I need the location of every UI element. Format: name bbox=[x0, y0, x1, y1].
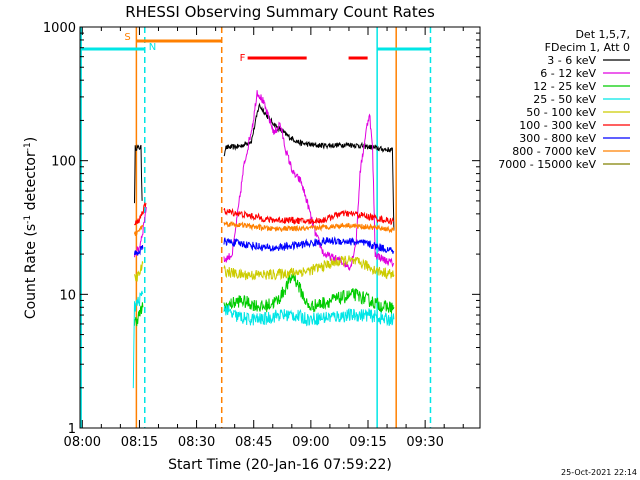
legend-header-detectors: Det 1,5,7, bbox=[575, 28, 630, 41]
y-axis-label-mid: detector bbox=[23, 151, 39, 215]
generation-timestamp: 25-Oct-2021 22:14 bbox=[561, 468, 637, 477]
y-axis-label-sup1: -1 bbox=[23, 215, 33, 224]
x-tick-label-0: 08:00 bbox=[64, 435, 101, 450]
series-line-3-6keV-seg1 bbox=[223, 102, 395, 231]
series-line-50-100keV-seg0 bbox=[134, 261, 144, 282]
series-line-100-300keV-seg0 bbox=[134, 201, 147, 226]
series-line-50-100keV-seg1 bbox=[223, 255, 395, 281]
series-line-800-7000keV-seg1 bbox=[223, 221, 395, 234]
y-axis-label: Count Rate (s-1 detector-1) bbox=[23, 137, 39, 319]
flare-label-0: F bbox=[240, 53, 246, 64]
plot-frame bbox=[79, 26, 481, 429]
y-tick-label-0: 1 bbox=[68, 422, 76, 437]
legend-entry-label-0: 3 - 6 keV bbox=[547, 54, 596, 67]
y-axis-label-end: ) bbox=[23, 137, 39, 142]
x-tick-label-2: 08:30 bbox=[178, 435, 215, 450]
x-axis-label: Start Time (20-Jan-16 07:59:22) bbox=[168, 457, 392, 473]
y-tick-label-3: 1000 bbox=[43, 21, 76, 36]
axes: 1 10 100 1000 08:00 08:15 08:30 08:45 09:00 09:15… bbox=[43, 21, 481, 450]
series-line-6-12keV-seg1 bbox=[223, 90, 394, 271]
chart-title: RHESSI Observing Summary Count Rates bbox=[125, 3, 435, 21]
plot-area: N S F bbox=[80, 27, 432, 428]
legend-header-decimation: FDecim 1, Att 0 bbox=[545, 41, 630, 54]
legend-entry-label-7: 800 - 7000 keV bbox=[512, 145, 596, 158]
series-line-100-300keV-seg1 bbox=[223, 207, 395, 226]
y-axis-label-main: Count Rate (s bbox=[23, 224, 39, 319]
y-axis-label-sup2: -1 bbox=[23, 142, 33, 151]
x-tick-label-4: 09:00 bbox=[292, 435, 329, 450]
series-line-300-800keV-seg0 bbox=[134, 245, 144, 256]
series-line-25-50keV-seg1 bbox=[223, 304, 395, 327]
series-line-3-6keV-seg0 bbox=[134, 144, 143, 204]
y-tick-label-2: 100 bbox=[51, 155, 76, 170]
series-line-800-7000keV-seg0 bbox=[134, 224, 144, 236]
x-tick-label-1: 08:15 bbox=[121, 435, 158, 450]
legend-entry-label-5: 100 - 300 keV bbox=[519, 119, 596, 132]
series-line-6-12keV-seg0 bbox=[134, 206, 147, 258]
x-tick-label-6: 09:30 bbox=[406, 435, 443, 450]
y-tick-label-1: 10 bbox=[59, 288, 76, 303]
x-tick-label-5: 09:15 bbox=[349, 435, 386, 450]
legend-entry-label-4: 50 - 100 keV bbox=[526, 106, 596, 119]
legend-entry-label-8: 7000 - 15000 keV bbox=[498, 158, 596, 171]
saa-label-0: S bbox=[124, 32, 130, 43]
series-line-300-800keV-seg1 bbox=[223, 235, 395, 254]
x-tick-label-3: 08:45 bbox=[235, 435, 272, 450]
legend-entry-label-1: 6 - 12 keV bbox=[540, 67, 596, 80]
series-line-12-25keV-seg1 bbox=[223, 273, 395, 314]
legend-entry-label-6: 300 - 800 keV bbox=[519, 132, 596, 145]
night-label-0: N bbox=[149, 42, 156, 53]
legend-entry-label-3: 25 - 50 keV bbox=[533, 93, 596, 106]
series-line-12-25keV-seg0 bbox=[134, 302, 144, 327]
series-line-25-50keV-seg0 bbox=[132, 290, 144, 389]
legend-entry-label-2: 12 - 25 keV bbox=[533, 80, 596, 93]
